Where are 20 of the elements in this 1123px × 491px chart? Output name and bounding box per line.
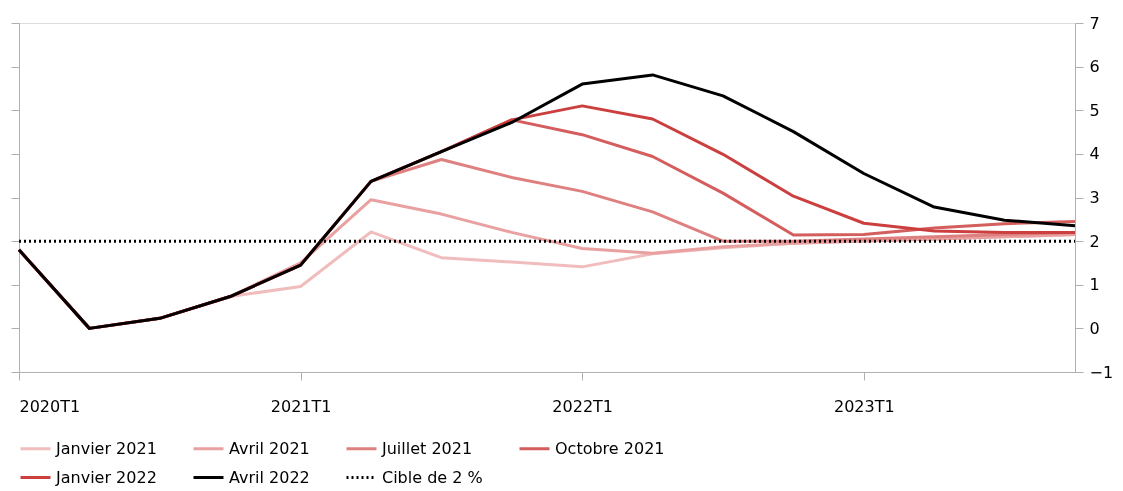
y-tick-label: 2	[1089, 231, 1100, 251]
x-tick-label: 2023T1	[833, 396, 895, 416]
y-tick-label: 0	[1089, 318, 1100, 338]
y-tick-label: 5	[1089, 100, 1100, 120]
x-tick-label: 2022T1	[552, 396, 614, 416]
x-tick-label: 2020T1	[19, 396, 81, 416]
legend-label: Octobre 2021	[555, 438, 665, 458]
y-tick-label: 3	[1089, 188, 1100, 207]
legend-label: Cible de 2 %	[382, 467, 483, 487]
legend-label: Janvier 2022	[55, 467, 157, 487]
x-tick-label: 2021T1	[270, 396, 332, 416]
y-tick-label: −1	[1089, 362, 1114, 382]
y-tick-label: 6	[1089, 57, 1100, 77]
legend-label: Juillet 2021	[381, 438, 473, 458]
y-tick-label: 4	[1089, 144, 1100, 164]
legend-label: Janvier 2021	[55, 438, 157, 458]
legend-label: Avril 2022	[229, 467, 310, 487]
y-tick-label: 1	[1089, 275, 1100, 295]
legend-label: Avril 2021	[229, 438, 310, 458]
y-tick-label: 7	[1089, 13, 1100, 33]
